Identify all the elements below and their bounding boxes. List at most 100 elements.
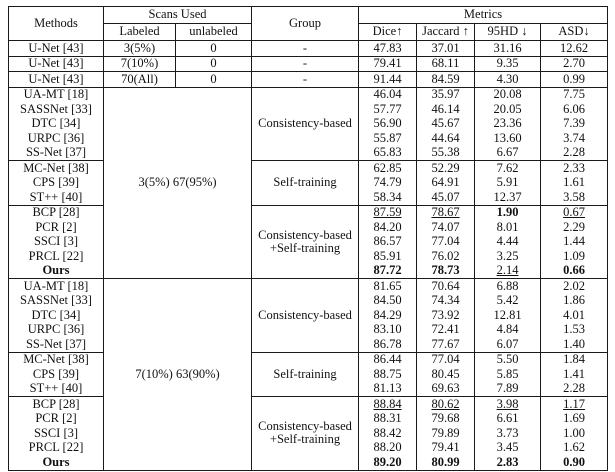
- method-cell: Ours: [8, 455, 104, 471]
- metric-value-cell: 2.83: [474, 455, 542, 471]
- metric-value-cell: 1.53: [540, 322, 609, 337]
- method-row: BCP [28] Consistency-based +Self-training 8…: [8, 396, 609, 471]
- group-label-line: +Self-training: [269, 432, 341, 447]
- metric-value-cell: 88.31: [358, 411, 418, 426]
- method-cell: SS-Net [37]: [8, 337, 104, 353]
- metric-value-cell: 13.60: [474, 131, 542, 146]
- unlabeled-cell: 0: [174, 56, 253, 72]
- method-row: SSCI [3] 88.42 79.89 3.73 1.00: [8, 426, 609, 441]
- method-cell: PRCL [22]: [8, 440, 104, 455]
- baseline-row: U-Net [43] 7(10%) 0-79.41 68.11 9.35 2.70: [8, 56, 609, 72]
- metric-value-cell: 84.20: [358, 220, 418, 235]
- metric-value-cell: 79.89: [416, 426, 476, 441]
- metric-value-cell: 58.34: [358, 190, 418, 206]
- method-row: DTC [34] 56.90 45.67 23.36 7.39: [8, 116, 609, 131]
- col-header-methods: Methods: [8, 6, 104, 41]
- method-cell: Ours: [8, 263, 104, 279]
- metric-value-cell: 9.35: [474, 56, 542, 72]
- method-cell: MC-Net [38]: [8, 352, 104, 367]
- metric-value-cell: 1.61: [540, 175, 609, 190]
- method-cell: CPS [39]: [8, 367, 104, 382]
- method-row: ST++ [40] 58.34 45.07 12.37 3.58: [8, 190, 609, 206]
- metric-value-cell: 86.57: [358, 234, 418, 249]
- metric-value-cell: 1.62: [540, 440, 609, 455]
- metric-value-cell: 84.59: [416, 71, 476, 88]
- metric-value-cell: 74.34: [416, 293, 476, 308]
- labeled-cell: 7(10%): [103, 56, 176, 72]
- method-row: DTC [34] 84.29 73.92 12.81 4.01: [8, 308, 609, 323]
- metric-value-cell: 31.16: [474, 40, 542, 57]
- method-row: Ours 87.72 78.73 2.14 0.66: [8, 263, 609, 279]
- metric-value-cell: 6.88: [474, 278, 542, 294]
- metric-value-cell: 80.62: [416, 396, 476, 412]
- metric-value-cell: 68.11: [416, 56, 476, 72]
- metric-value-cell: 6.61: [474, 411, 542, 426]
- group-cell: -: [251, 71, 360, 88]
- metric-value-cell: 88.42: [358, 426, 418, 441]
- metric-value-cell: 3.45: [474, 440, 542, 455]
- method-row: URPC [36] 55.87 44.64 13.60 3.74: [8, 131, 609, 146]
- metric-value-cell: 84.50: [358, 293, 418, 308]
- metric-value-cell: 88.75: [358, 367, 418, 382]
- metric-value-cell: 44.64: [416, 131, 476, 146]
- method-row: SASSNet [33] 84.50 74.34 5.42 1.86: [8, 293, 609, 308]
- method-cell: PCR [2]: [8, 220, 104, 235]
- metric-value-cell: 47.83: [358, 40, 418, 57]
- method-cell: SSCI [3]: [8, 426, 104, 441]
- metric-value-cell: 81.65: [358, 278, 418, 294]
- metric-value-cell: 0.99: [540, 71, 609, 88]
- metric-value-cell: 89.20: [358, 455, 418, 471]
- metric-value-cell: 0.67: [540, 205, 609, 220]
- metric-value-cell: 3.98: [474, 396, 542, 412]
- metric-value-cell: 80.45: [416, 367, 476, 382]
- metric-value-cell: 80.99: [416, 455, 476, 471]
- group-cell: Consistency-based: [251, 278, 360, 353]
- method-row: Ours 89.20 80.99 2.83 0.90: [8, 455, 609, 471]
- metric-value-cell: 45.07: [416, 190, 476, 206]
- header-row-columns: Labeled unlabeled Dice↑ Jaccard ↑ 95HD ↓…: [9, 23, 609, 41]
- metric-value-cell: 64.91: [416, 175, 476, 190]
- method-cell: U-Net [43]: [8, 56, 104, 72]
- metric-value-cell: 74.07: [416, 220, 476, 235]
- group-label-line: Consistency-based: [258, 419, 352, 434]
- method-cell: PRCL [22]: [8, 249, 104, 264]
- metric-value-cell: 88.84: [358, 396, 418, 412]
- baseline-row: U-Net [43] 70(All) 0-91.44 84.59 4.30 0.99: [8, 71, 609, 88]
- method-row: PCR [2] 84.20 74.07 8.01 2.29: [8, 220, 609, 235]
- method-cell: U-Net [43]: [8, 40, 104, 57]
- metric-value-cell: 3.58: [540, 190, 609, 206]
- method-row: UA-MT [18] 3(5%) 67(95%) Consistency-based…: [8, 87, 609, 279]
- group-label-line: +Self-training: [269, 240, 341, 255]
- method-row: BCP [28] Consistency-based +Self-training 8…: [8, 205, 609, 279]
- metric-value-cell: 7.62: [474, 160, 542, 176]
- col-header-95hd: 95HD ↓: [474, 23, 542, 41]
- metric-value-cell: 86.78: [358, 337, 418, 353]
- method-row: ST++ [40] 81.13 69.63 7.89 2.28: [8, 381, 609, 397]
- metric-value-cell: 2.70: [540, 56, 609, 72]
- col-header-metrics: Metrics: [358, 6, 609, 24]
- col-header-dice: Dice↑: [358, 23, 418, 41]
- method-cell: SASSNet [33]: [8, 102, 104, 117]
- table-body: U-Net [43] 3(5%) 0-47.83 37.01 31.16 12.62 U-N…: [8, 40, 609, 471]
- metric-value-cell: 2.02: [540, 278, 609, 294]
- group-cell: -: [251, 40, 360, 57]
- metric-value-cell: 55.38: [416, 145, 476, 161]
- metric-value-cell: 77.04: [416, 234, 476, 249]
- metric-value-cell: 57.77: [358, 102, 418, 117]
- scans-cell: 3(5%) 67(95%): [102, 87, 253, 279]
- col-header-asd: ASD↓: [540, 23, 609, 41]
- method-cell: DTC [34]: [8, 308, 104, 323]
- group-label-line: Self-training: [273, 366, 337, 381]
- metric-value-cell: 3.25: [474, 249, 542, 264]
- method-cell: PCR [2]: [8, 411, 104, 426]
- metric-value-cell: 5.91: [474, 175, 542, 190]
- metric-value-cell: 6.67: [474, 145, 542, 161]
- unlabeled-cell: 0: [174, 40, 253, 57]
- metric-value-cell: 4.84: [474, 322, 542, 337]
- metric-value-cell: 46.04: [358, 87, 418, 102]
- method-cell: UA-MT [18]: [8, 278, 104, 294]
- metric-value-cell: 77.67: [416, 337, 476, 353]
- method-cell: SSCI [3]: [8, 234, 104, 249]
- metric-value-cell: 74.79: [358, 175, 418, 190]
